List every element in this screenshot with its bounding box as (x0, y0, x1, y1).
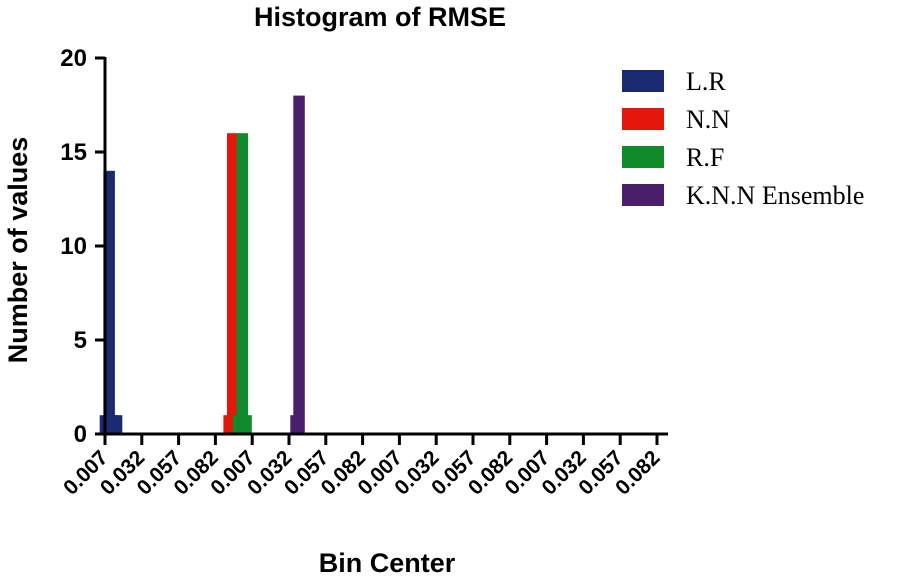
bar-n-n-1 (227, 133, 239, 434)
y-tick-label: 20 (60, 45, 87, 72)
legend-label: N.N (686, 105, 730, 134)
bar-r-f-2 (240, 415, 252, 434)
legend-swatch (622, 70, 664, 92)
legend-label: K.N.N Ensemble (686, 181, 864, 210)
legend-swatch (622, 108, 664, 130)
y-tick-label: 0 (74, 421, 87, 448)
legend-swatch (622, 184, 664, 206)
legend: L.R N.N R.F K.N.N Ensemble (622, 67, 864, 210)
chart-title: Histogram of RMSE (254, 2, 506, 32)
bar-l-r-1 (103, 170, 115, 435)
y-tick-label: 15 (60, 139, 87, 166)
axes-layer: 051015200.0070.0320.0570.0820.0070.0320.… (59, 45, 668, 500)
legend-label: R.F (686, 143, 724, 172)
bar-k-n-n-ensemble-1 (293, 95, 305, 434)
y-tick-label: 10 (60, 233, 87, 260)
legend-swatch (622, 146, 664, 168)
bar-l-r-3 (110, 415, 123, 434)
bar-r-f-1 (236, 133, 249, 434)
bars-layer (99, 95, 305, 435)
y-axis-title: Number of values (3, 137, 33, 364)
legend-label: L.R (686, 67, 726, 96)
x-axis-title: Bin Center (319, 548, 456, 578)
y-tick-label: 5 (74, 327, 87, 354)
